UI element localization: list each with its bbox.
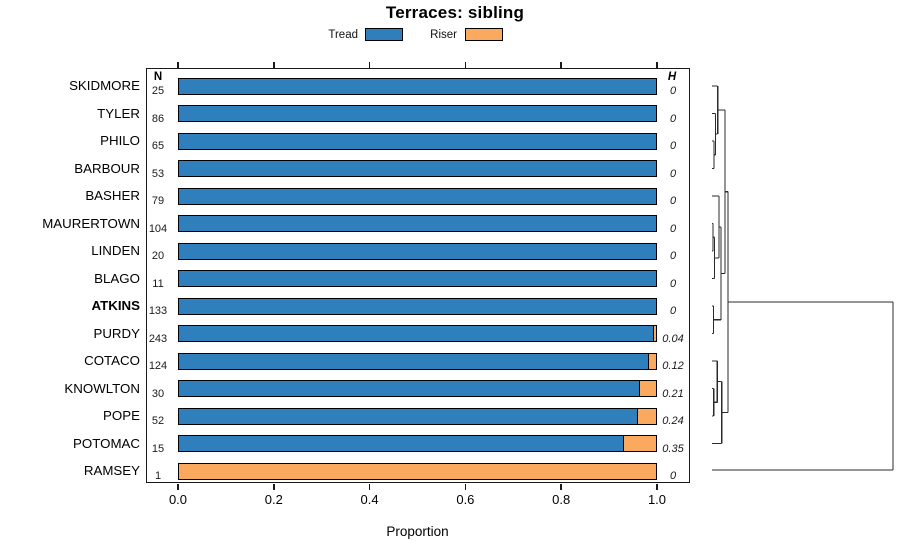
axis-tick [368, 62, 371, 68]
axis-tick [464, 483, 467, 490]
category-label: COTACO [84, 353, 140, 368]
plot-area [146, 68, 690, 483]
axis-tick [273, 483, 275, 490]
axis-tick [177, 483, 179, 490]
category-label: POPE [103, 408, 140, 423]
axis-tick-label: 1.0 [647, 492, 667, 507]
axis-tick-label: 0.4 [360, 492, 379, 507]
bar-segment-tread [178, 160, 657, 177]
axis-tick [368, 483, 371, 490]
h-value: 0 [669, 277, 677, 290]
n-value: 133 [148, 305, 168, 317]
chart-title: Terraces: sibling [385, 3, 525, 22]
n-column-header: N [153, 71, 163, 83]
n-value: 104 [148, 222, 168, 235]
legend-swatch-riser [465, 28, 503, 41]
n-value: 86 [151, 112, 165, 125]
category-label: PURDY [93, 325, 140, 341]
h-value: 0 [669, 112, 677, 125]
axis-tick [560, 62, 562, 68]
category-label: LINDEN [91, 243, 140, 258]
bar-segment-tread [178, 215, 657, 232]
bar-segment-tread [178, 435, 626, 452]
category-label: SKIDMORE [69, 78, 140, 93]
bar-segment-tread [178, 242, 657, 260]
h-value: 0.24 [662, 415, 684, 427]
h-value: 0 [669, 470, 677, 482]
h-value: 0 [669, 305, 677, 317]
category-label: POTOMAC [73, 435, 140, 451]
h-value: 0 [669, 140, 677, 152]
bar-segment-tread [178, 352, 650, 370]
bar-segment-tread [178, 407, 639, 425]
legend-label-tread: Tread [328, 29, 358, 41]
n-value: 15 [151, 442, 165, 455]
h-column-header: H [667, 71, 677, 83]
bar-segment-tread [178, 132, 657, 150]
bar-segment-riser [178, 462, 657, 480]
bar-segment-tread [178, 77, 657, 95]
bar-segment-tread [178, 297, 657, 315]
h-value: 0 [669, 250, 677, 262]
n-value: 52 [151, 415, 165, 427]
legend-label-riser: Riser [430, 29, 457, 41]
x-axis-title: Proportion [386, 524, 449, 539]
n-value: 11 [152, 277, 164, 290]
category-label: ATKINS [91, 298, 140, 313]
n-value: 79 [151, 195, 165, 207]
bar-segment-riser [636, 407, 657, 425]
bar-segment-tread [178, 380, 642, 397]
n-value: 20 [151, 250, 165, 262]
axis-tick-label: 0.2 [264, 492, 283, 507]
category-label: BASHER [85, 188, 140, 203]
axis-tick [177, 62, 179, 68]
category-label: BLAGO [94, 270, 140, 286]
axis-tick-label: 0.0 [168, 492, 188, 507]
axis-tick-label: 0.6 [456, 492, 475, 507]
bar-segment-riser [623, 435, 657, 452]
h-value: 0 [669, 195, 677, 207]
category-label: BARBOUR [74, 160, 140, 176]
n-value: 30 [151, 387, 165, 400]
h-value: 0.12 [662, 360, 684, 372]
legend-swatch-tread [365, 28, 403, 41]
n-value: 53 [151, 167, 165, 180]
axis-tick [656, 62, 658, 68]
h-value: 0.35 [662, 442, 684, 455]
axis-tick [273, 62, 275, 68]
category-label: TYLER [97, 105, 140, 121]
category-label: MAURERTOWN [42, 215, 140, 231]
n-value: 25 [151, 85, 165, 97]
category-label: RAMSEY [83, 463, 140, 478]
h-value: 0.04 [662, 332, 684, 345]
axis-tick-label: 0.8 [552, 492, 571, 507]
axis-tick [560, 483, 562, 490]
bar-segment-riser [653, 325, 657, 342]
bar-segment-tread [178, 105, 657, 122]
category-label: PHILO [100, 133, 140, 148]
n-value: 65 [151, 140, 165, 152]
bar-segment-tread [178, 270, 657, 287]
category-label: KNOWLTON [64, 380, 140, 396]
n-value: 1 [154, 470, 162, 482]
h-value: 0 [669, 85, 677, 97]
axis-tick [656, 483, 658, 490]
n-value: 124 [148, 360, 168, 372]
bar-segment-tread [178, 187, 657, 205]
bar-segment-riser [639, 380, 657, 397]
bar-segment-tread [178, 325, 656, 342]
bar-segment-riser [647, 352, 657, 370]
axis-tick [464, 62, 467, 68]
n-value: 243 [148, 332, 168, 345]
h-value: 0 [669, 167, 677, 180]
h-value: 0.21 [662, 387, 684, 400]
h-value: 0 [669, 222, 677, 235]
